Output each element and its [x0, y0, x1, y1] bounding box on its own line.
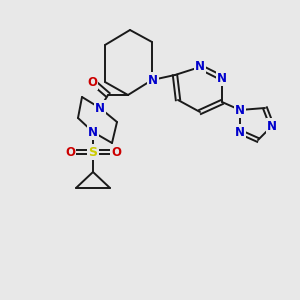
Text: N: N: [235, 125, 245, 139]
Text: N: N: [235, 103, 245, 116]
Text: O: O: [65, 146, 75, 158]
Text: N: N: [148, 74, 158, 86]
Text: N: N: [217, 71, 227, 85]
Text: S: S: [88, 146, 98, 158]
Text: N: N: [267, 119, 277, 133]
Text: N: N: [95, 101, 105, 115]
Text: N: N: [88, 125, 98, 139]
Text: O: O: [111, 146, 121, 158]
Text: O: O: [87, 76, 97, 88]
Text: N: N: [195, 61, 205, 74]
